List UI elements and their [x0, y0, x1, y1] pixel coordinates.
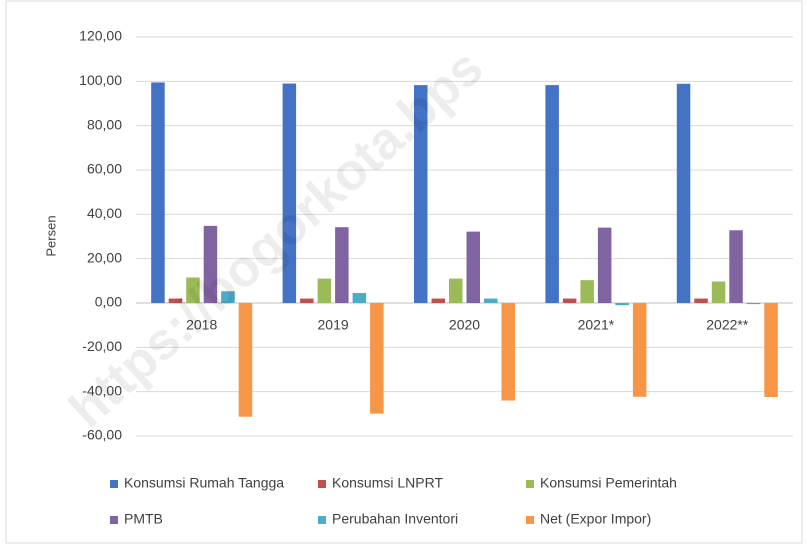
y-tick-label: 60,00: [87, 161, 122, 177]
y-tick-label: 40,00: [87, 205, 122, 221]
x-tick-label: 2022**: [706, 317, 749, 333]
x-tick-label: 2021*: [578, 317, 615, 333]
y-tick-label: 80,00: [87, 116, 122, 132]
bar: [186, 277, 200, 303]
legend-swatch: [526, 480, 534, 488]
bar: [300, 298, 314, 303]
legend-swatch: [110, 480, 118, 488]
bar: [501, 303, 515, 401]
bar: [238, 303, 253, 417]
y-tick-label: 20,00: [87, 249, 122, 265]
bar: [580, 280, 594, 303]
x-tick-label: 2019: [318, 317, 349, 333]
bar: [431, 298, 445, 303]
legend-label: PMTB: [124, 511, 163, 527]
bar: [335, 227, 349, 303]
legend-label: Konsumsi Pemerintah: [540, 475, 677, 491]
y-tick-label: -60,00: [82, 427, 122, 443]
bar: [711, 281, 726, 303]
y-tick-label: -40,00: [82, 382, 122, 398]
bar: [562, 298, 577, 303]
legend-swatch: [526, 516, 534, 524]
bar: [414, 85, 428, 303]
bar: [449, 278, 463, 303]
bar: [466, 231, 480, 303]
bar: [729, 230, 743, 303]
bar: [545, 85, 559, 303]
bar: [484, 298, 498, 303]
bar: [203, 225, 218, 303]
bar: [676, 83, 691, 303]
bar: [746, 303, 761, 305]
legend-swatch: [318, 480, 326, 488]
y-tick-label: 100,00: [79, 72, 122, 88]
y-tick-label: 120,00: [79, 28, 122, 44]
bar: [370, 303, 384, 414]
y-axis-label: Persen: [43, 215, 58, 256]
x-tick-label: 2020: [449, 317, 480, 333]
chart-frame: [5, 0, 803, 544]
y-tick-label: 0,00: [95, 294, 122, 310]
legend-label: Konsumsi Rumah Tangga: [124, 475, 284, 491]
bar: [597, 227, 612, 303]
y-tick-label: -20,00: [82, 338, 122, 354]
bar: [168, 298, 183, 303]
x-tick-label: 2018: [186, 317, 217, 333]
legend-label: Konsumsi LNPRT: [332, 475, 443, 491]
legend-swatch: [110, 516, 118, 524]
bar: [151, 82, 165, 303]
bar: [632, 303, 647, 397]
bar: [317, 278, 332, 303]
legend-label: Perubahan Inventori: [332, 511, 458, 527]
bar: [221, 291, 235, 303]
bar: [615, 303, 629, 306]
bar: [694, 298, 708, 303]
bar: [282, 83, 297, 303]
legend-swatch: [318, 516, 326, 524]
bar: [352, 293, 367, 303]
legend-label: Net (Expor Impor): [540, 511, 651, 527]
bar: [764, 303, 778, 397]
